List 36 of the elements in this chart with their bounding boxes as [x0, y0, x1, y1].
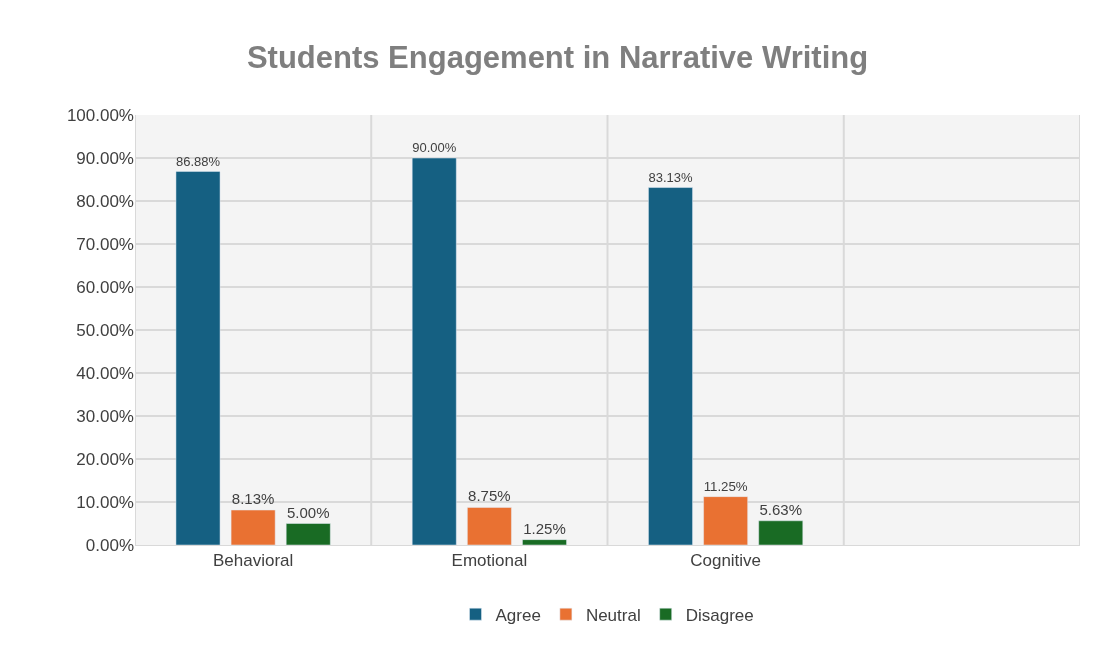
- data-label: 5.00%: [286, 503, 330, 521]
- bar: [758, 520, 804, 545]
- x-tick-label: Emotional: [451, 551, 528, 571]
- data-label: 1.25%: [523, 519, 566, 537]
- data-label: 83.13%: [648, 169, 693, 185]
- data-label: 86.88%: [175, 153, 221, 169]
- legend-label: Disagree: [685, 605, 754, 625]
- bar: [285, 523, 331, 545]
- data-label: 11.25%: [703, 478, 748, 494]
- y-tick-label: 50.00%: [76, 320, 134, 340]
- y-tick-label: 100.00%: [66, 105, 134, 125]
- bar: [467, 507, 512, 545]
- y-tick-label: 40.00%: [76, 363, 134, 383]
- data-label: 5.63%: [759, 500, 803, 518]
- y-tick-label: 10.00%: [76, 492, 134, 512]
- chart-title: Students Engagement in Narrative Writing: [246, 39, 869, 75]
- y-tick-label: 0.00%: [85, 535, 134, 555]
- legend-label: Neutral: [585, 605, 641, 625]
- bar: [175, 171, 221, 545]
- y-tick-label: 30.00%: [76, 406, 134, 426]
- data-label: 90.00%: [412, 140, 457, 156]
- y-tick-label: 80.00%: [76, 191, 134, 211]
- legend-label: Agree: [495, 605, 541, 625]
- bar: [230, 509, 276, 545]
- data-label: 8.13%: [231, 490, 275, 508]
- y-tick-label: 60.00%: [76, 277, 134, 297]
- bar: [411, 157, 457, 545]
- x-tick-label: Behavioral: [212, 551, 294, 571]
- bar: [703, 496, 748, 545]
- data-label: 8.75%: [468, 487, 511, 505]
- y-tick-label: 70.00%: [76, 234, 134, 254]
- x-tick-label: Cognitive: [690, 551, 762, 571]
- bar: [522, 539, 567, 545]
- y-tick-label: 90.00%: [76, 148, 134, 168]
- bar: [648, 187, 693, 545]
- y-tick-label: 20.00%: [76, 449, 134, 469]
